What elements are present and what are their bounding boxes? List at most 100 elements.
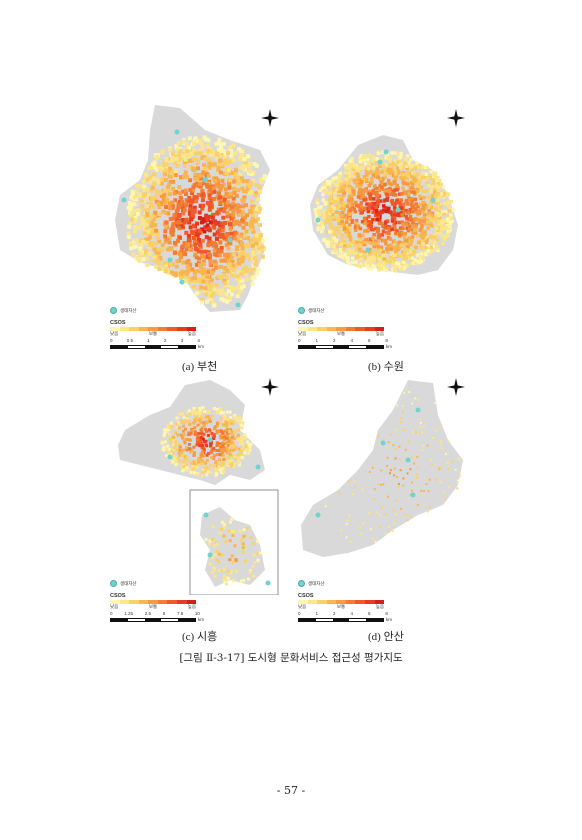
heat-cell bbox=[334, 177, 339, 182]
heat-cell bbox=[194, 199, 199, 204]
heat-cell bbox=[182, 448, 185, 452]
heat-cell bbox=[420, 255, 425, 259]
heat-cell bbox=[328, 197, 332, 201]
heat-cell bbox=[191, 235, 196, 240]
heat-cell bbox=[247, 577, 250, 581]
heat-cell bbox=[329, 193, 333, 198]
heat-cell bbox=[413, 462, 415, 465]
heat-cell bbox=[214, 244, 219, 249]
heat-cell bbox=[157, 205, 162, 210]
heat-cell bbox=[185, 468, 189, 472]
heat-cell bbox=[249, 219, 254, 224]
heat-cell bbox=[350, 167, 355, 172]
heat-cell bbox=[240, 186, 245, 191]
heat-cell bbox=[217, 191, 221, 196]
heat-cell bbox=[199, 253, 204, 258]
heat-cell bbox=[424, 175, 429, 180]
heat-cell bbox=[406, 228, 411, 233]
heat-cell bbox=[172, 250, 177, 255]
heat-cell bbox=[399, 243, 403, 247]
heat-cell bbox=[243, 272, 248, 277]
heat-cell bbox=[186, 416, 189, 420]
heat-cell bbox=[201, 259, 206, 264]
heat-cell bbox=[220, 178, 225, 183]
heat-cell bbox=[262, 176, 267, 181]
heat-cell bbox=[219, 208, 223, 213]
heat-cell bbox=[206, 149, 211, 153]
heat-cell bbox=[407, 224, 411, 229]
heat-cell bbox=[217, 560, 221, 564]
heat-cell bbox=[200, 443, 204, 447]
heat-cell bbox=[382, 204, 386, 208]
heat-cell bbox=[429, 213, 433, 218]
map-siheung bbox=[118, 378, 279, 595]
heat-cell bbox=[383, 238, 388, 243]
heat-cell bbox=[219, 183, 224, 188]
heat-cell bbox=[425, 483, 428, 486]
heat-cell bbox=[192, 445, 196, 449]
heat-cell bbox=[437, 186, 441, 190]
heat-cell bbox=[351, 250, 355, 255]
heat-cell bbox=[404, 198, 409, 203]
heat-cell bbox=[448, 225, 452, 230]
heat-cell bbox=[342, 184, 346, 188]
heat-cell bbox=[126, 231, 131, 236]
heat-cell bbox=[155, 154, 160, 159]
heat-cell bbox=[390, 162, 395, 166]
heat-cell bbox=[212, 186, 216, 191]
heat-cell bbox=[196, 460, 200, 464]
heat-cell bbox=[430, 463, 433, 466]
heat-cell bbox=[191, 188, 196, 193]
heat-cell bbox=[225, 279, 230, 284]
heat-cell bbox=[246, 244, 251, 249]
heat-cell bbox=[397, 485, 400, 488]
heat-cell bbox=[252, 162, 257, 167]
heat-cell bbox=[222, 292, 227, 297]
heat-cell bbox=[379, 483, 382, 486]
heat-cell bbox=[405, 247, 409, 252]
scale-tick: 0 bbox=[110, 338, 113, 343]
heat-cell bbox=[237, 253, 242, 258]
heat-cell bbox=[371, 210, 375, 214]
heat-cell bbox=[256, 197, 260, 202]
heat-cell bbox=[370, 206, 375, 210]
heat-cell bbox=[203, 249, 208, 254]
heat-cell bbox=[339, 225, 343, 229]
heat-cell bbox=[236, 453, 240, 457]
heat-cell bbox=[379, 525, 382, 528]
ramp-mid-label: 보통 bbox=[148, 331, 158, 336]
heat-cell bbox=[159, 166, 164, 171]
heat-cell bbox=[392, 206, 397, 210]
heat-cell bbox=[364, 197, 368, 202]
heat-cell bbox=[186, 459, 190, 462]
heat-cell bbox=[251, 204, 256, 209]
heat-cell bbox=[372, 158, 376, 162]
heat-cell bbox=[214, 464, 218, 468]
heat-cell bbox=[175, 163, 180, 168]
heat-cell bbox=[354, 219, 359, 223]
heat-cell bbox=[172, 191, 177, 196]
heat-cell bbox=[371, 263, 375, 268]
heat-cell bbox=[205, 444, 209, 448]
heat-cell bbox=[201, 170, 206, 175]
heat-cell bbox=[339, 249, 343, 254]
ramp-high-label: 높음 bbox=[187, 331, 196, 336]
heat-cell bbox=[383, 175, 387, 179]
heat-cell bbox=[157, 261, 162, 265]
heat-cell bbox=[353, 221, 358, 225]
heat-cell bbox=[370, 267, 374, 271]
heat-cell bbox=[223, 187, 228, 192]
heat-cell bbox=[334, 210, 339, 214]
heat-cell bbox=[425, 166, 429, 170]
heat-cell bbox=[258, 551, 262, 555]
heat-cell bbox=[248, 270, 253, 275]
heat-cell bbox=[214, 155, 219, 160]
heat-cell bbox=[178, 453, 182, 457]
heat-cell bbox=[216, 166, 221, 170]
heat-cell bbox=[399, 421, 402, 424]
heat-cell bbox=[387, 206, 391, 211]
heat-cell bbox=[193, 271, 198, 276]
heat-cell bbox=[230, 287, 235, 292]
eco-asset-marker-icon bbox=[110, 307, 117, 314]
heat-cell bbox=[411, 204, 416, 209]
